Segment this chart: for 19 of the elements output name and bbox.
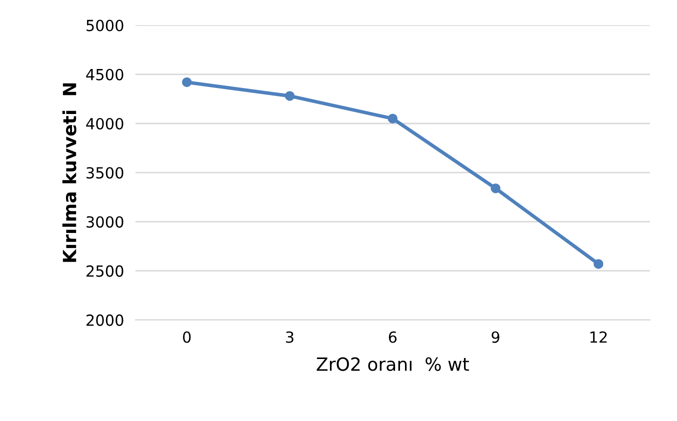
x-tick-label: 3 (286, 331, 294, 343)
y-tick-label: 4000 (86, 118, 124, 130)
y-tick-label: 5000 (86, 20, 124, 32)
point (284, 91, 295, 101)
y-tick-label: 4500 (86, 68, 124, 80)
x-tick-label: 12 (590, 331, 607, 343)
x-tick-label: 9 (492, 331, 500, 343)
x-axis-title: ZrO2 oranı % wt (316, 357, 469, 371)
y-tick-label: 2000 (86, 314, 124, 326)
y-tick-label: 2500 (86, 265, 124, 277)
point (182, 77, 192, 88)
x-tick-label: 0 (183, 331, 191, 343)
y-axis-title: Kırılma kuvveti N (62, 83, 76, 262)
x-tick-label: 6 (388, 331, 397, 343)
y-tick-label: 3500 (86, 167, 124, 179)
point (490, 183, 500, 194)
point (594, 259, 604, 269)
point (388, 114, 398, 124)
y-tick-label: 3000 (86, 216, 124, 228)
